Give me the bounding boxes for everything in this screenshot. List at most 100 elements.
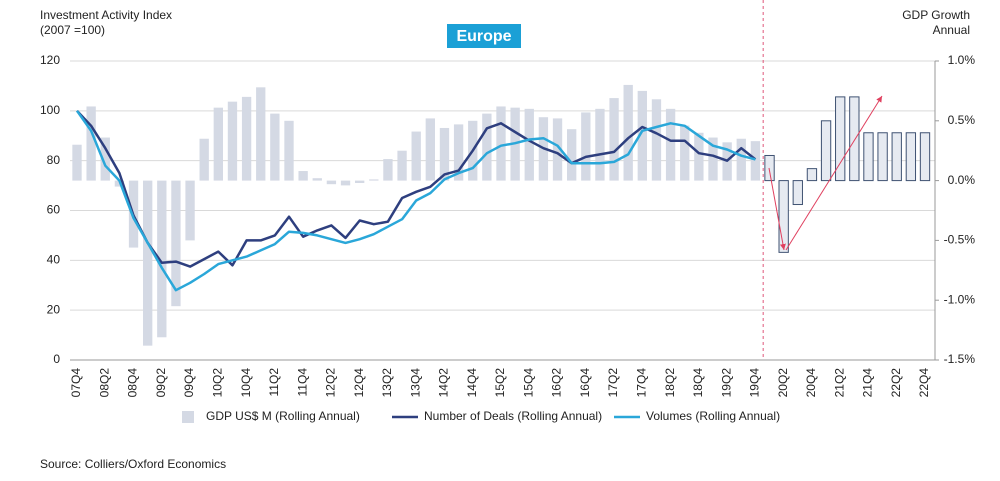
title-box [447,24,521,48]
bar [482,113,492,181]
bar [905,132,917,182]
y-tick-label: 120 [40,53,60,67]
bar [609,98,619,181]
x-tick-label: 12Q4 [352,368,366,398]
x-tick-label: 07Q4 [69,368,83,398]
annotation-arrow [768,167,786,251]
bar [157,180,167,338]
x-tick-label: 20Q4 [804,368,818,398]
bar [919,132,931,182]
y-axis-label: (2007 =100) [40,23,105,37]
bar [567,129,577,181]
x-tick-label: 08Q2 [97,368,111,398]
x-tick-label: 22Q2 [889,368,903,398]
legend-label: GDP US$ M (Rolling Annual) [206,409,360,423]
bar [199,138,209,181]
y-tick-label: 100 [40,103,60,117]
y2-tick-label: -0.5% [944,233,976,247]
bar [213,107,223,181]
x-tick-label: 12Q2 [324,368,338,398]
x-tick-label: 13Q4 [408,368,422,398]
x-tick-label: 19Q2 [719,368,733,398]
bar [552,118,563,181]
bar [764,154,775,182]
bar [326,180,337,185]
bar [439,127,450,181]
bar [256,87,266,181]
x-tick-label: 15Q2 [493,368,507,398]
bar [877,132,888,182]
bar [227,101,238,181]
y2-axis-label: GDP Growth [902,8,970,22]
bar [298,171,308,181]
bar [496,106,506,181]
bar [835,96,846,182]
x-tick-label: 10Q4 [239,368,253,398]
x-tick-label: 22Q4 [917,368,931,398]
x-tick-label: 13Q2 [380,368,394,398]
line [76,109,757,268]
bar [680,125,690,181]
y2-tick-label: -1.0% [944,292,976,306]
bar [284,120,294,181]
bar [383,159,393,181]
y-tick-label: 20 [47,302,61,316]
bar [891,132,902,182]
y2-tick-label: 0.0% [948,173,976,187]
y-tick-label: 80 [47,153,61,167]
bar [694,132,704,181]
y2-axis-label: Annual [933,23,970,37]
background [70,60,939,361]
bar [792,180,803,206]
annotation-arrow [785,95,883,251]
bar [708,137,718,181]
y-tick-label: 0 [53,352,60,366]
bar [425,118,435,181]
x-tick-label: 21Q4 [861,368,875,398]
x-tick-label: 18Q4 [691,368,705,398]
bar [637,90,647,181]
bar [820,120,832,182]
y-tick-label: 40 [47,253,61,267]
bar [849,96,860,182]
bar [581,112,591,181]
bar [355,180,365,183]
x-tick-label: 08Q4 [126,368,140,398]
x-tick-label: 09Q4 [182,368,196,398]
x-tick-label: 11Q4 [295,368,309,397]
legend-label: Volumes (Rolling Annual) [646,409,780,423]
x-tick-label: 10Q2 [211,368,225,398]
x-tick-label: 15Q4 [521,368,535,398]
bar [411,131,421,181]
legend-label: Number of Deals (Rolling Annual) [424,409,602,423]
bar [863,132,874,182]
x-tick-label: 16Q4 [578,368,592,398]
bar [806,168,818,182]
bar [86,106,96,181]
bar [651,99,662,181]
bar [595,108,605,181]
bar [369,179,379,181]
bar [665,108,676,181]
bar [143,180,153,346]
y-tick-label: 60 [47,203,61,217]
bar [171,180,181,307]
bar [185,180,195,241]
bar [524,108,534,181]
line [75,110,756,292]
bar [453,124,464,181]
x-tick-label: 21Q2 [832,368,846,398]
x-tick-label: 18Q2 [663,368,677,398]
bar [736,138,746,181]
bar [312,178,322,181]
x-tick-label: 19Q4 [748,368,762,398]
bar [750,141,761,181]
x-tick-label: 11Q2 [267,368,281,397]
y2-tick-label: 0.5% [948,113,976,127]
x-tick-label: 17Q4 [635,368,649,398]
x-tick-label: 16Q2 [550,368,564,398]
source: Source: Colliers/Oxford Economics [40,457,226,471]
y-axis-label: Investment Activity Index [40,8,172,22]
bar [340,180,351,186]
